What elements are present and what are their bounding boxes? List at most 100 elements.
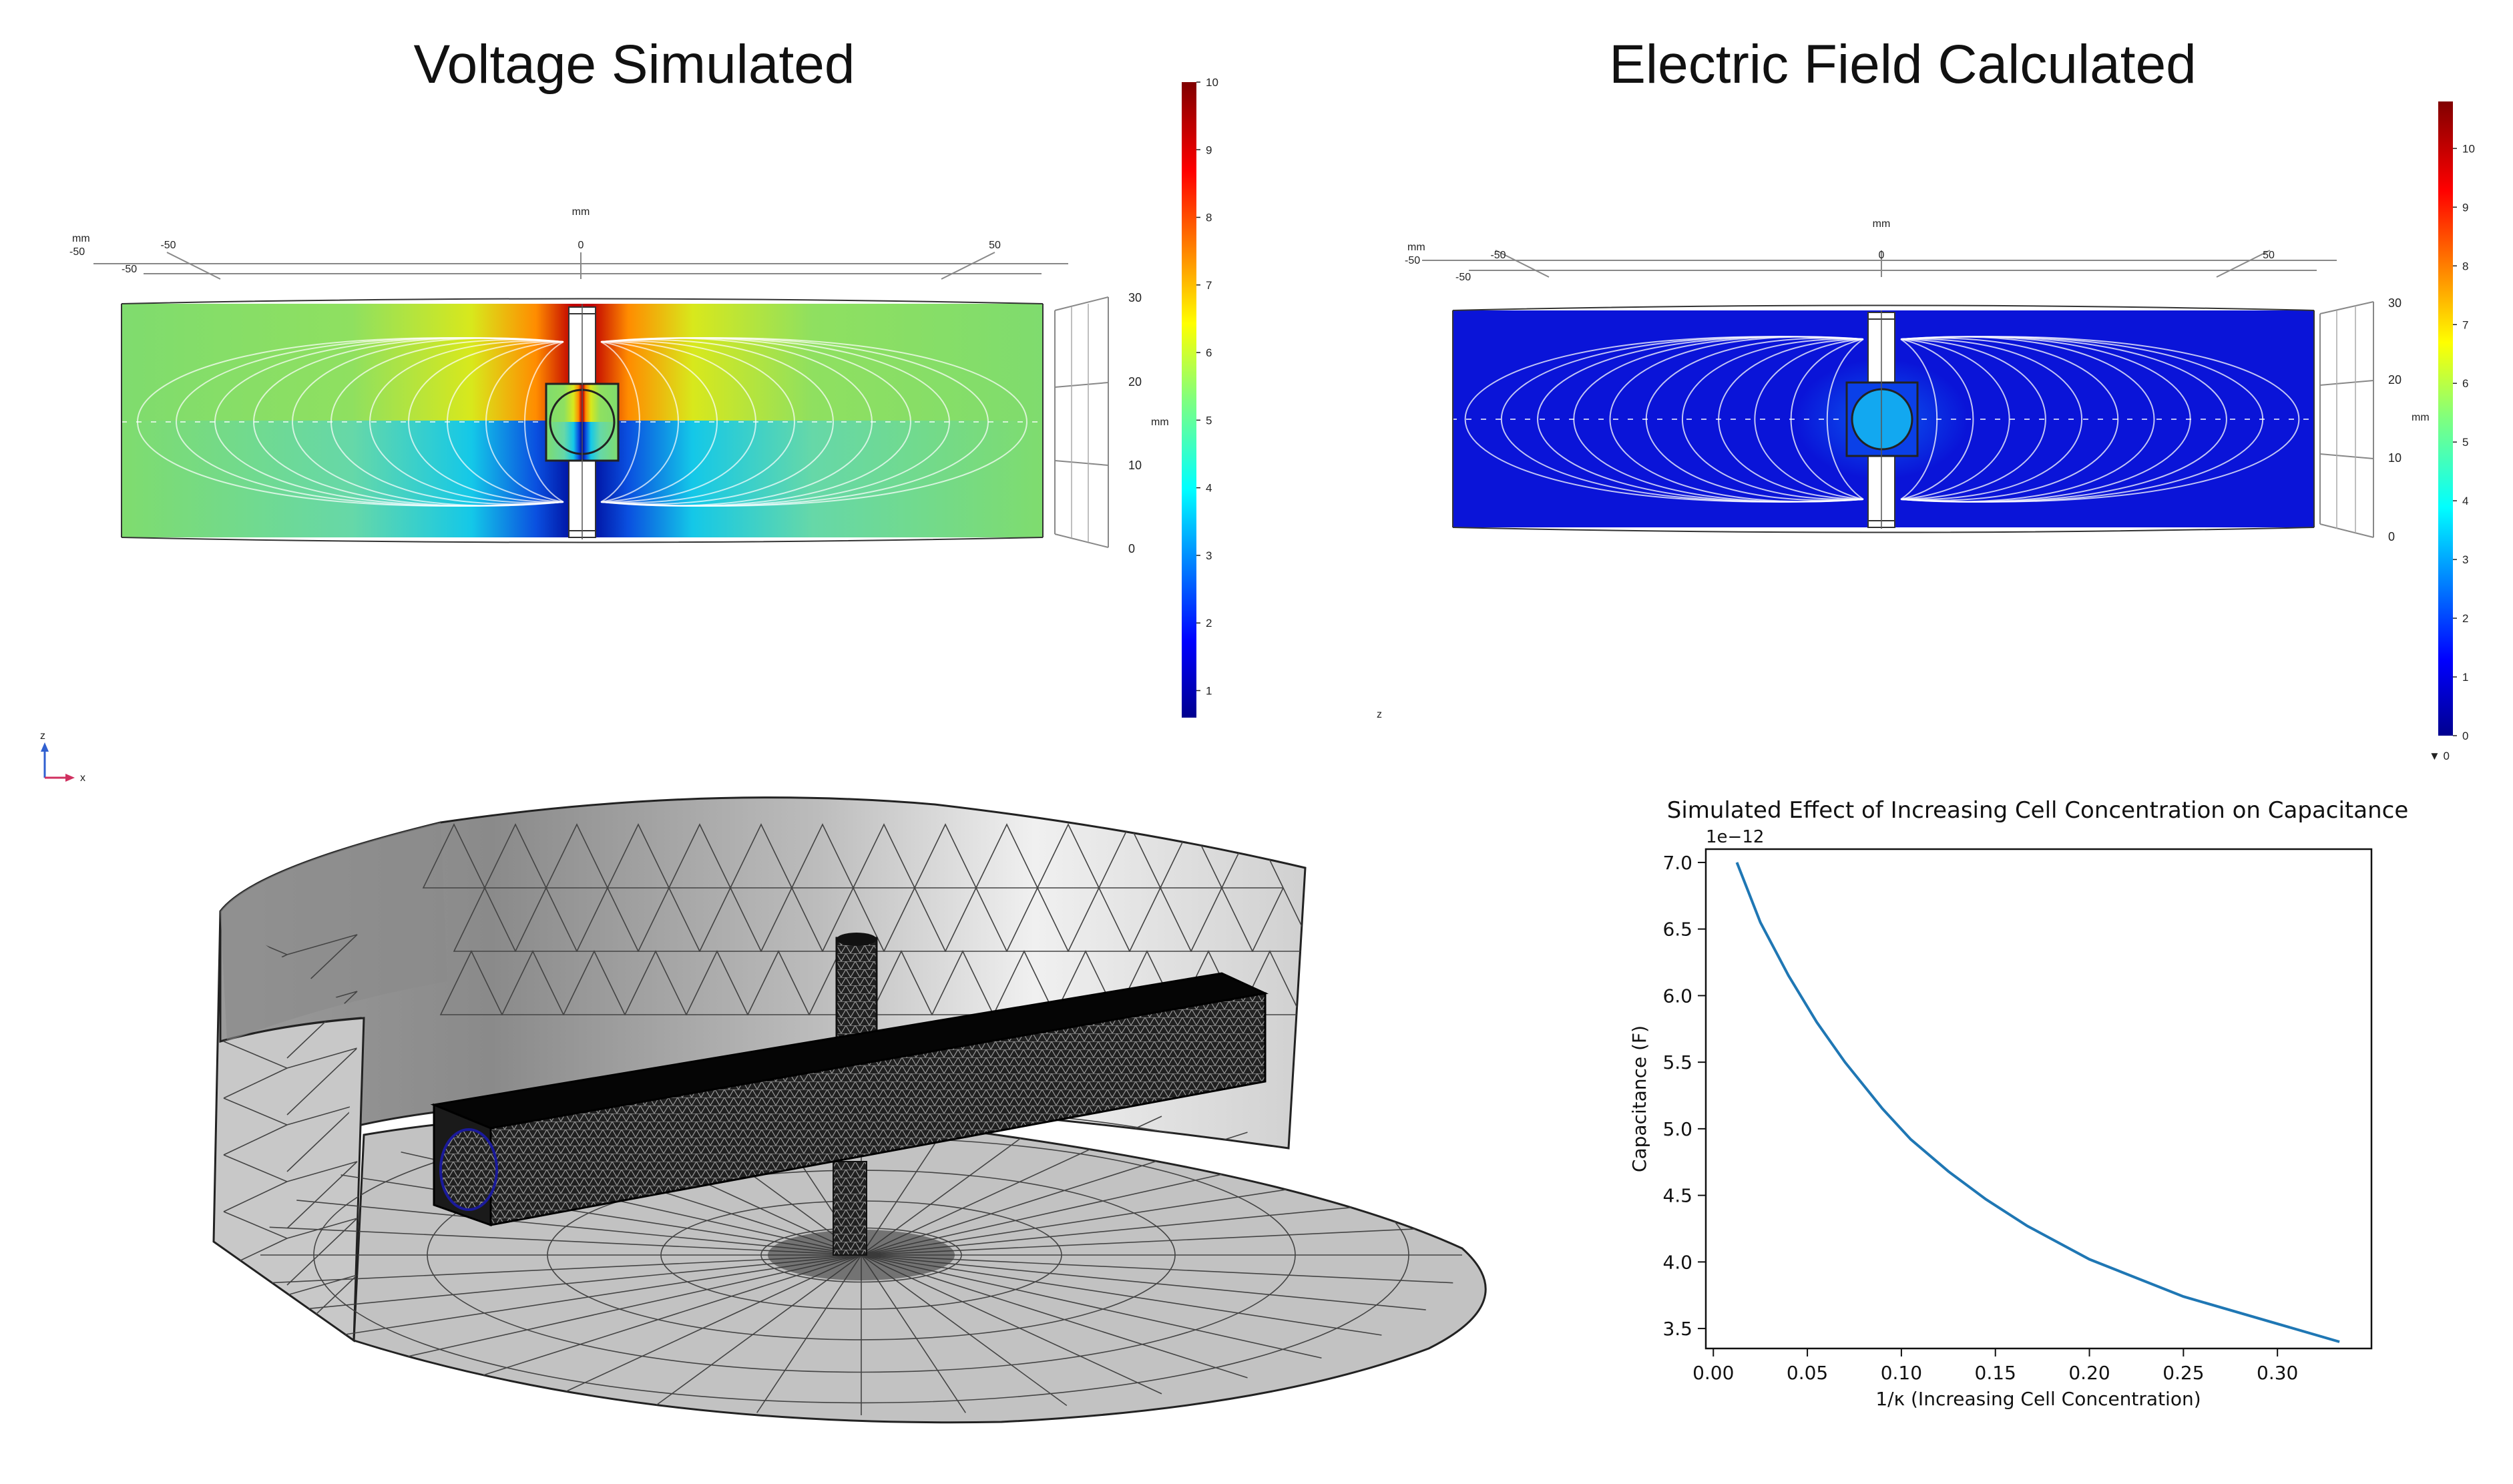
efield-colorbar-tick-label: 7 (2462, 318, 2468, 331)
chart-y-tick-label: 6.0 (1662, 985, 1692, 1007)
capacitance-chart: Simulated Effect of Increasing Cell Conc… (1628, 797, 2408, 1410)
mesh-element (223, 1154, 358, 1229)
voltage-z-unit: mm (1151, 417, 1169, 428)
field-line (1501, 336, 1864, 503)
field-line (369, 340, 564, 504)
field-line (176, 337, 564, 507)
mesh-left-wall-dark (220, 822, 447, 1041)
voltage-z-tick-0: 0 (1128, 542, 1135, 555)
mesh-electrode-bottom (833, 1161, 867, 1256)
mesh-element (545, 823, 640, 1015)
efield-x-tick-0: -50 (1490, 250, 1506, 261)
voltage-colorbar-tick-label: 1 (1206, 684, 1212, 697)
field-line (1900, 337, 2119, 501)
field-line (1900, 338, 2046, 500)
voltage-back-tick-0: -50 (69, 246, 85, 258)
field-line (485, 341, 564, 503)
field-line (524, 341, 564, 503)
field-line (1464, 336, 1864, 503)
mesh-panel (212, 796, 1487, 1424)
efield-colorbar-tick-label: 5 (2462, 436, 2468, 449)
field-line (214, 337, 564, 507)
voltage-z-axis: 30 20 10 0 mm (1054, 291, 1169, 555)
field-line (1900, 336, 2227, 503)
mesh-element (729, 823, 824, 1015)
efield-colorbar-tick-label: 8 (2462, 260, 2468, 272)
field-line (1826, 338, 1864, 500)
efield-colorbar-tick-label: 2 (2462, 612, 2468, 625)
efield-colorbar-tick-label: 10 (2462, 142, 2475, 155)
mesh-cell-sphere (439, 1128, 498, 1211)
chart-series-line (1735, 862, 2340, 1343)
efield-back-tick-0: -50 (1405, 255, 1420, 266)
efield-x-tick-1: 0 (1879, 250, 1885, 261)
chart-x-tick-label: 0.05 (1787, 1362, 1828, 1384)
voltage-field-plot (121, 298, 1044, 543)
field-line (1681, 338, 1864, 501)
field-line (1900, 338, 2010, 500)
efield-colorbar-tick-label: 9 (2462, 201, 2468, 214)
chart-plot-area (1704, 848, 2373, 1350)
voltage-panel: mm mm -50 -50 -50 0 50 (69, 76, 1218, 718)
voltage-colorbar-tick-label: 8 (1206, 212, 1212, 224)
efield-colorbar-tick-label: 0 (2462, 730, 2468, 742)
field-line (600, 341, 679, 503)
mesh-element (913, 823, 1008, 1015)
chart-x-tick-label: 0.30 (2257, 1362, 2298, 1384)
field-line (408, 340, 564, 503)
voltage-colorbar-tick-label: 3 (1206, 549, 1212, 562)
mesh-element (852, 823, 947, 1015)
field-line (1900, 336, 2300, 503)
triad-z-label: z (40, 730, 45, 742)
field-line (1609, 336, 1864, 503)
mesh-element (668, 823, 762, 1015)
voltage-colorbar-tick-label: 9 (1206, 144, 1212, 156)
mesh-electrode-top-cap (837, 933, 877, 946)
efield-unit-left: mm (1407, 242, 1425, 253)
chart-y-tick-label: 4.5 (1662, 1185, 1692, 1207)
field-line (600, 337, 989, 507)
efield-unit-top: mm (1873, 218, 1891, 230)
stray-axis-label: z (1377, 709, 1382, 720)
voltage-colorbar-tick-label: 7 (1206, 279, 1212, 292)
efield-ruler: mm mm -50 -50 -50 0 50 (1405, 218, 2337, 283)
voltage-z-tick-30: 30 (1128, 291, 1142, 304)
voltage-z-tick-10: 10 (1128, 459, 1142, 472)
field-line (600, 340, 795, 504)
chart-x-tick-label: 0.25 (2162, 1362, 2204, 1384)
chart-y-tick-label: 4.0 (1662, 1251, 1692, 1273)
field-line (1900, 338, 2083, 501)
chart-y-multiplier: 1e−12 (1706, 827, 1764, 847)
axes-triad: z x (40, 730, 85, 784)
voltage-x-tick-2: 50 (989, 240, 1001, 251)
chart-y-tick-label: 3.5 (1662, 1318, 1692, 1340)
voltage-colorbar-tick-label: 6 (1206, 346, 1212, 359)
efield-colorbar-tick-label: 4 (2462, 495, 2468, 507)
chart-x-tick-label: 0.10 (1881, 1362, 1922, 1384)
chart-x-tick-label: 0.15 (1975, 1362, 2016, 1384)
mesh-element (223, 1211, 358, 1286)
voltage-colorbar: 10 9 8 7 6 5 4 3 2 1 (1182, 76, 1218, 718)
efield-colorbar-min-marker: ▼ 0 (2429, 750, 2450, 762)
voltage-x-tick-0: -50 (160, 240, 176, 251)
chart-x-tick-label: 0.00 (1692, 1362, 1734, 1384)
field-line (600, 341, 718, 503)
triad-x-label: x (80, 772, 85, 784)
field-line (292, 337, 564, 507)
chart-y-tick-label: 5.0 (1662, 1118, 1692, 1140)
voltage-title: Voltage Simulated (413, 34, 855, 95)
efield-colorbar-tick-label: 6 (2462, 377, 2468, 390)
field-line (600, 337, 1027, 507)
field-line (600, 337, 911, 507)
voltage-x-tick-1: 0 (578, 240, 584, 251)
efield-colorbar-tick-label: 1 (2462, 671, 2468, 684)
mesh-element (483, 823, 578, 1015)
chart-x-tick-label: 0.20 (2068, 1362, 2110, 1384)
mesh-element (422, 823, 517, 1015)
voltage-unit-top: mm (572, 206, 590, 218)
voltage-back-tick-1: -50 (122, 264, 137, 275)
chart-y-label: Capacitance (F) (1628, 1025, 1650, 1172)
chart-y-tick-label: 6.5 (1662, 919, 1692, 941)
voltage-z-tick-20: 20 (1128, 375, 1142, 389)
